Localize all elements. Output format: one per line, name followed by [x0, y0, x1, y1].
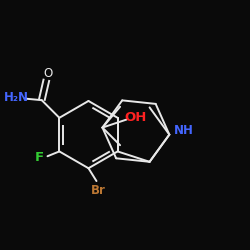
- Text: H₂N: H₂N: [4, 91, 28, 104]
- Text: OH: OH: [124, 112, 147, 124]
- Text: Br: Br: [91, 184, 106, 197]
- Text: NH: NH: [174, 124, 194, 137]
- Text: F: F: [34, 151, 44, 164]
- Text: O: O: [44, 67, 53, 80]
